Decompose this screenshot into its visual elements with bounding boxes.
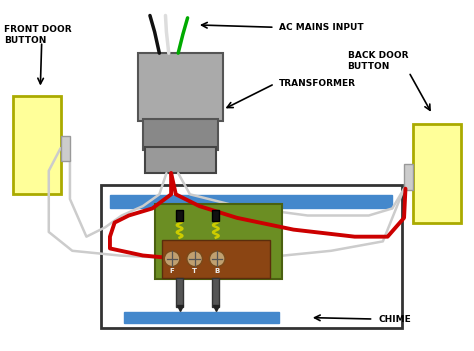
- Bar: [124, 312, 279, 323]
- Text: B: B: [215, 269, 220, 274]
- Text: AC MAINS INPUT: AC MAINS INPUT: [279, 23, 364, 32]
- Bar: [13, 95, 61, 194]
- Text: F: F: [170, 269, 174, 274]
- Bar: [413, 124, 461, 223]
- Text: FRONT DOOR
BUTTON: FRONT DOOR BUTTON: [4, 25, 72, 45]
- Bar: [61, 135, 70, 161]
- Bar: [100, 185, 401, 329]
- Circle shape: [210, 251, 225, 266]
- Bar: [162, 240, 270, 278]
- Bar: [176, 278, 183, 307]
- Bar: [145, 147, 216, 173]
- Text: BACK DOOR
BUTTON: BACK DOOR BUTTON: [347, 51, 408, 71]
- Bar: [143, 119, 218, 150]
- Bar: [110, 195, 392, 208]
- Bar: [404, 164, 413, 190]
- Text: CHIME: CHIME: [378, 314, 411, 324]
- Circle shape: [187, 251, 202, 266]
- Text: T: T: [192, 269, 197, 274]
- Bar: [155, 204, 282, 279]
- Bar: [212, 210, 219, 221]
- Bar: [138, 53, 223, 121]
- Text: TRANSFORMER: TRANSFORMER: [279, 79, 356, 88]
- Bar: [212, 278, 219, 307]
- Circle shape: [164, 251, 180, 266]
- Bar: [176, 210, 183, 221]
